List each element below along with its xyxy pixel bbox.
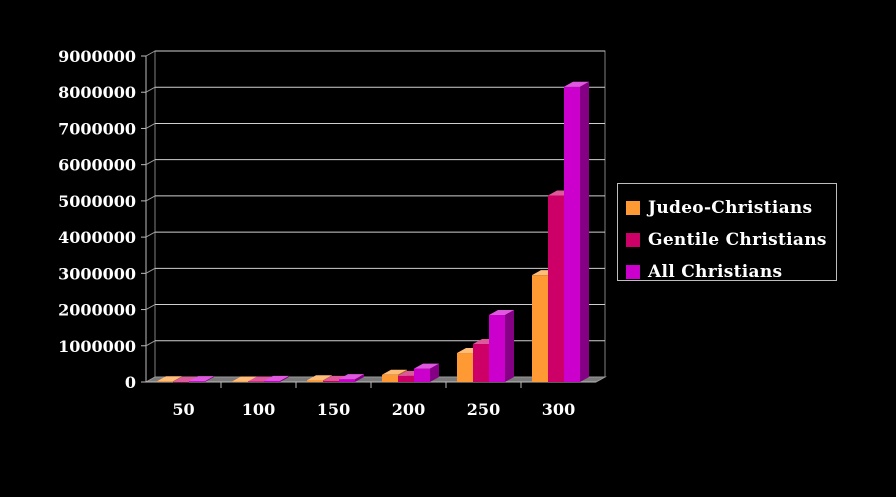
legend-label: Judeo-Christians (648, 198, 813, 218)
bar-top (264, 375, 289, 381)
bar-top (339, 374, 364, 380)
bar-side (355, 374, 364, 382)
bar-front (232, 381, 248, 382)
gridline-side (145, 267, 156, 274)
y-tick-label: 6000000 (58, 156, 136, 175)
bar-side (280, 375, 289, 382)
bar-front (473, 343, 489, 382)
bar-front (157, 381, 173, 382)
gridline-side (145, 86, 156, 93)
bar-top (189, 376, 214, 382)
legend-label: All Christians (648, 262, 783, 282)
bar (339, 374, 364, 382)
bar-front (398, 375, 414, 382)
y-tick-label: 3000000 (58, 264, 136, 283)
bar-front (173, 381, 189, 383)
legend-item-all-christians: All Christians (618, 256, 836, 288)
gridline-side (145, 195, 156, 202)
bar-top (248, 376, 273, 382)
legend-swatch (626, 233, 640, 247)
y-tick-label: 8000000 (58, 83, 136, 102)
y-tick-label: 2000000 (58, 301, 136, 320)
plot-back-wall (154, 50, 606, 378)
gridline-side (145, 159, 156, 166)
bar-top (232, 376, 257, 382)
gridline-side (145, 50, 156, 57)
legend: Judeo-Christians Gentile Christians All … (617, 183, 837, 282)
y-tick-label: 0 (125, 373, 136, 392)
legend-label: Gentile Christians (648, 230, 827, 250)
bar-front (248, 381, 264, 382)
gridline-side (145, 123, 156, 129)
gridline-side (145, 304, 156, 310)
y-tick-label: 9000000 (58, 47, 136, 66)
bar-side (505, 309, 514, 382)
y-tick-label: 1000000 (58, 337, 136, 356)
y-tick-label: 7000000 (58, 119, 136, 138)
bar-front (323, 380, 339, 382)
bar-top (307, 375, 332, 381)
x-tick-label: 200 (392, 400, 425, 419)
bar-front (414, 368, 430, 382)
legend-item-judeo-christians: Judeo-Christians (618, 192, 836, 224)
bars (157, 81, 589, 383)
x-tick-label: 300 (542, 400, 575, 419)
bar-top (414, 363, 439, 369)
bar-front (489, 314, 505, 382)
bar-top (564, 81, 589, 87)
x-tick-label: 150 (317, 400, 350, 419)
y-tick-label: 4000000 (58, 228, 136, 247)
legend-swatch (626, 265, 640, 279)
bar-side (205, 376, 214, 382)
bar (264, 375, 289, 382)
x-tick-label: 250 (467, 400, 500, 419)
bar-front (307, 380, 323, 382)
bar-top (489, 309, 514, 315)
bar-top (323, 375, 348, 381)
y-tick-label: 5000000 (58, 192, 136, 211)
bar (189, 376, 214, 382)
bar-front (339, 379, 355, 382)
x-axis-ticks: 50 100 150 200 250 300 (172, 382, 575, 419)
legend-item-gentile-christians: Gentile Christians (618, 224, 836, 256)
bar (489, 309, 514, 382)
bar (414, 363, 439, 382)
bar-front (532, 275, 548, 382)
y-axis-ticks: 0 1000000 2000000 3000000 4000000 5000000 6000… (58, 47, 146, 392)
bar-front (264, 380, 280, 382)
gridline-side (145, 340, 156, 347)
bar-front (564, 86, 580, 383)
bar-side (580, 81, 589, 383)
bar-front (382, 374, 398, 382)
legend-swatch (626, 201, 640, 215)
bar (564, 81, 589, 383)
bar-front (457, 353, 473, 382)
bar-front (548, 195, 564, 382)
bar-top (382, 369, 407, 375)
bar-top (157, 376, 182, 382)
gridline-side (145, 231, 156, 238)
bar-front (189, 381, 205, 382)
x-tick-label: 100 (242, 400, 275, 419)
bar-top (173, 376, 198, 382)
x-tick-label: 50 (172, 400, 194, 419)
bar-side (430, 363, 439, 382)
